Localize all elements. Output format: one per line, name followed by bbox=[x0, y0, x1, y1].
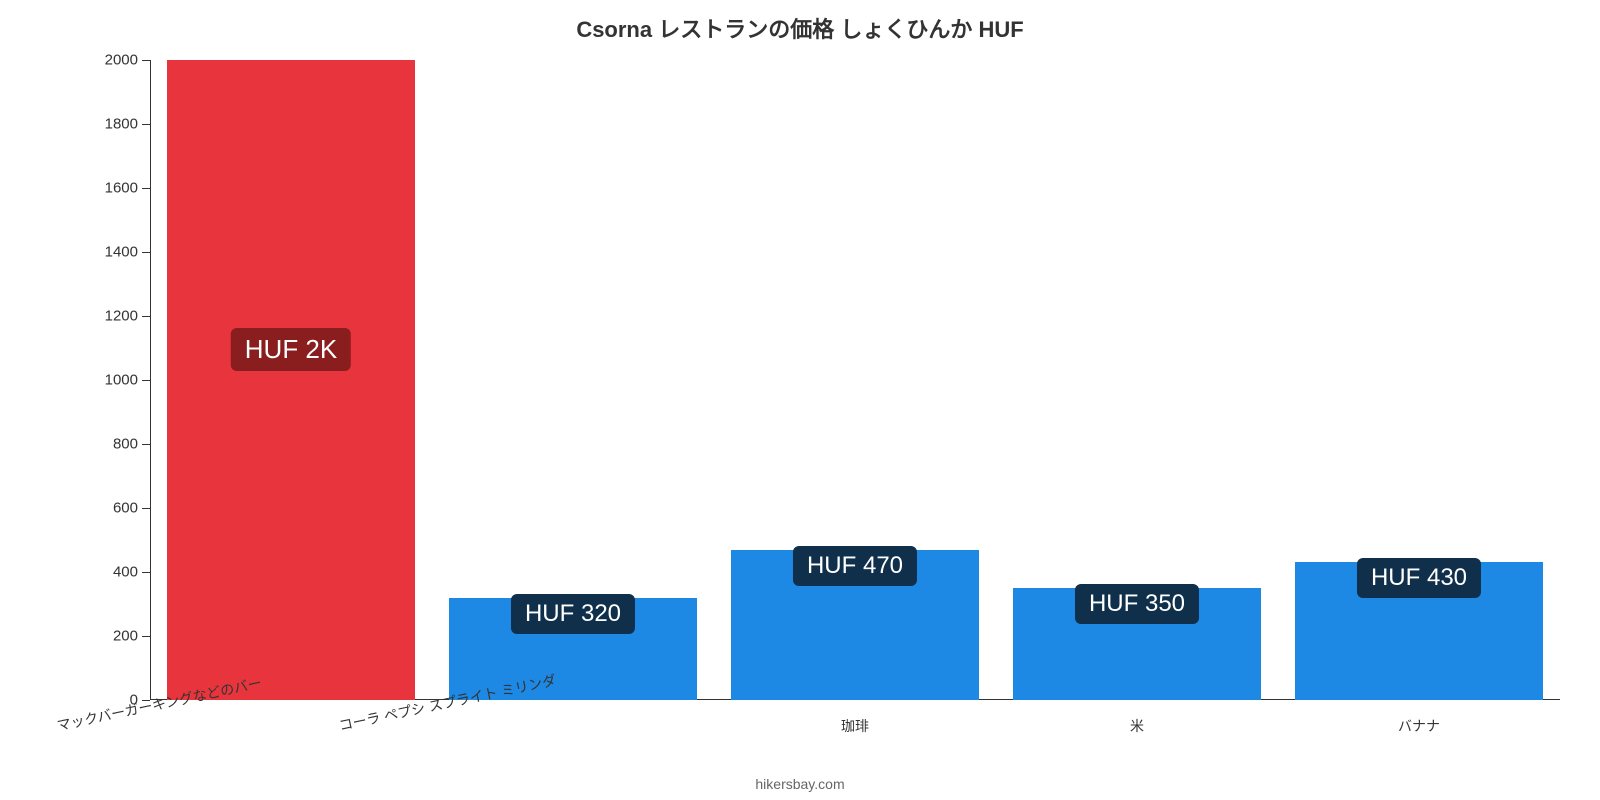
y-tick-label: 1200 bbox=[105, 308, 138, 325]
y-tick-label: 800 bbox=[113, 436, 138, 453]
y-axis-line bbox=[150, 60, 151, 700]
y-tick bbox=[142, 188, 150, 189]
bar-value-badge: HUF 470 bbox=[793, 546, 917, 586]
y-tick bbox=[142, 380, 150, 381]
bar-value-badge: HUF 320 bbox=[511, 594, 635, 634]
x-tick-label: バナナ bbox=[1295, 716, 1543, 736]
y-tick bbox=[142, 636, 150, 637]
y-tick-label: 400 bbox=[113, 564, 138, 581]
chart-container: Csorna レストランの価格 しょくひんか HUF 0200400600800… bbox=[0, 0, 1600, 800]
y-tick bbox=[142, 572, 150, 573]
x-tick-label: マックバーガーキングなどのバー bbox=[55, 673, 263, 736]
y-tick-label: 2000 bbox=[105, 52, 138, 69]
plot-area: 0200400600800100012001400160018002000HUF… bbox=[150, 60, 1560, 700]
bar-value-badge: HUF 430 bbox=[1357, 558, 1481, 598]
y-tick bbox=[142, 444, 150, 445]
y-tick bbox=[142, 124, 150, 125]
source-text: hikersbay.com bbox=[0, 776, 1600, 792]
y-tick-label: 1800 bbox=[105, 116, 138, 133]
y-tick bbox=[142, 60, 150, 61]
y-tick-label: 600 bbox=[113, 500, 138, 517]
y-tick-label: 200 bbox=[113, 628, 138, 645]
y-tick bbox=[142, 252, 150, 253]
chart-title: Csorna レストランの価格 しょくひんか HUF bbox=[0, 12, 1600, 44]
bar-value-badge: HUF 350 bbox=[1075, 584, 1199, 624]
bar bbox=[167, 60, 415, 700]
y-tick-label: 1000 bbox=[105, 372, 138, 389]
y-tick bbox=[142, 316, 150, 317]
bar-value-badge: HUF 2K bbox=[231, 328, 351, 371]
x-tick-label: 珈琲 bbox=[731, 716, 979, 736]
y-tick-label: 1400 bbox=[105, 244, 138, 261]
y-tick-label: 1600 bbox=[105, 180, 138, 197]
y-tick bbox=[142, 508, 150, 509]
x-tick-label: 米 bbox=[1013, 716, 1261, 736]
